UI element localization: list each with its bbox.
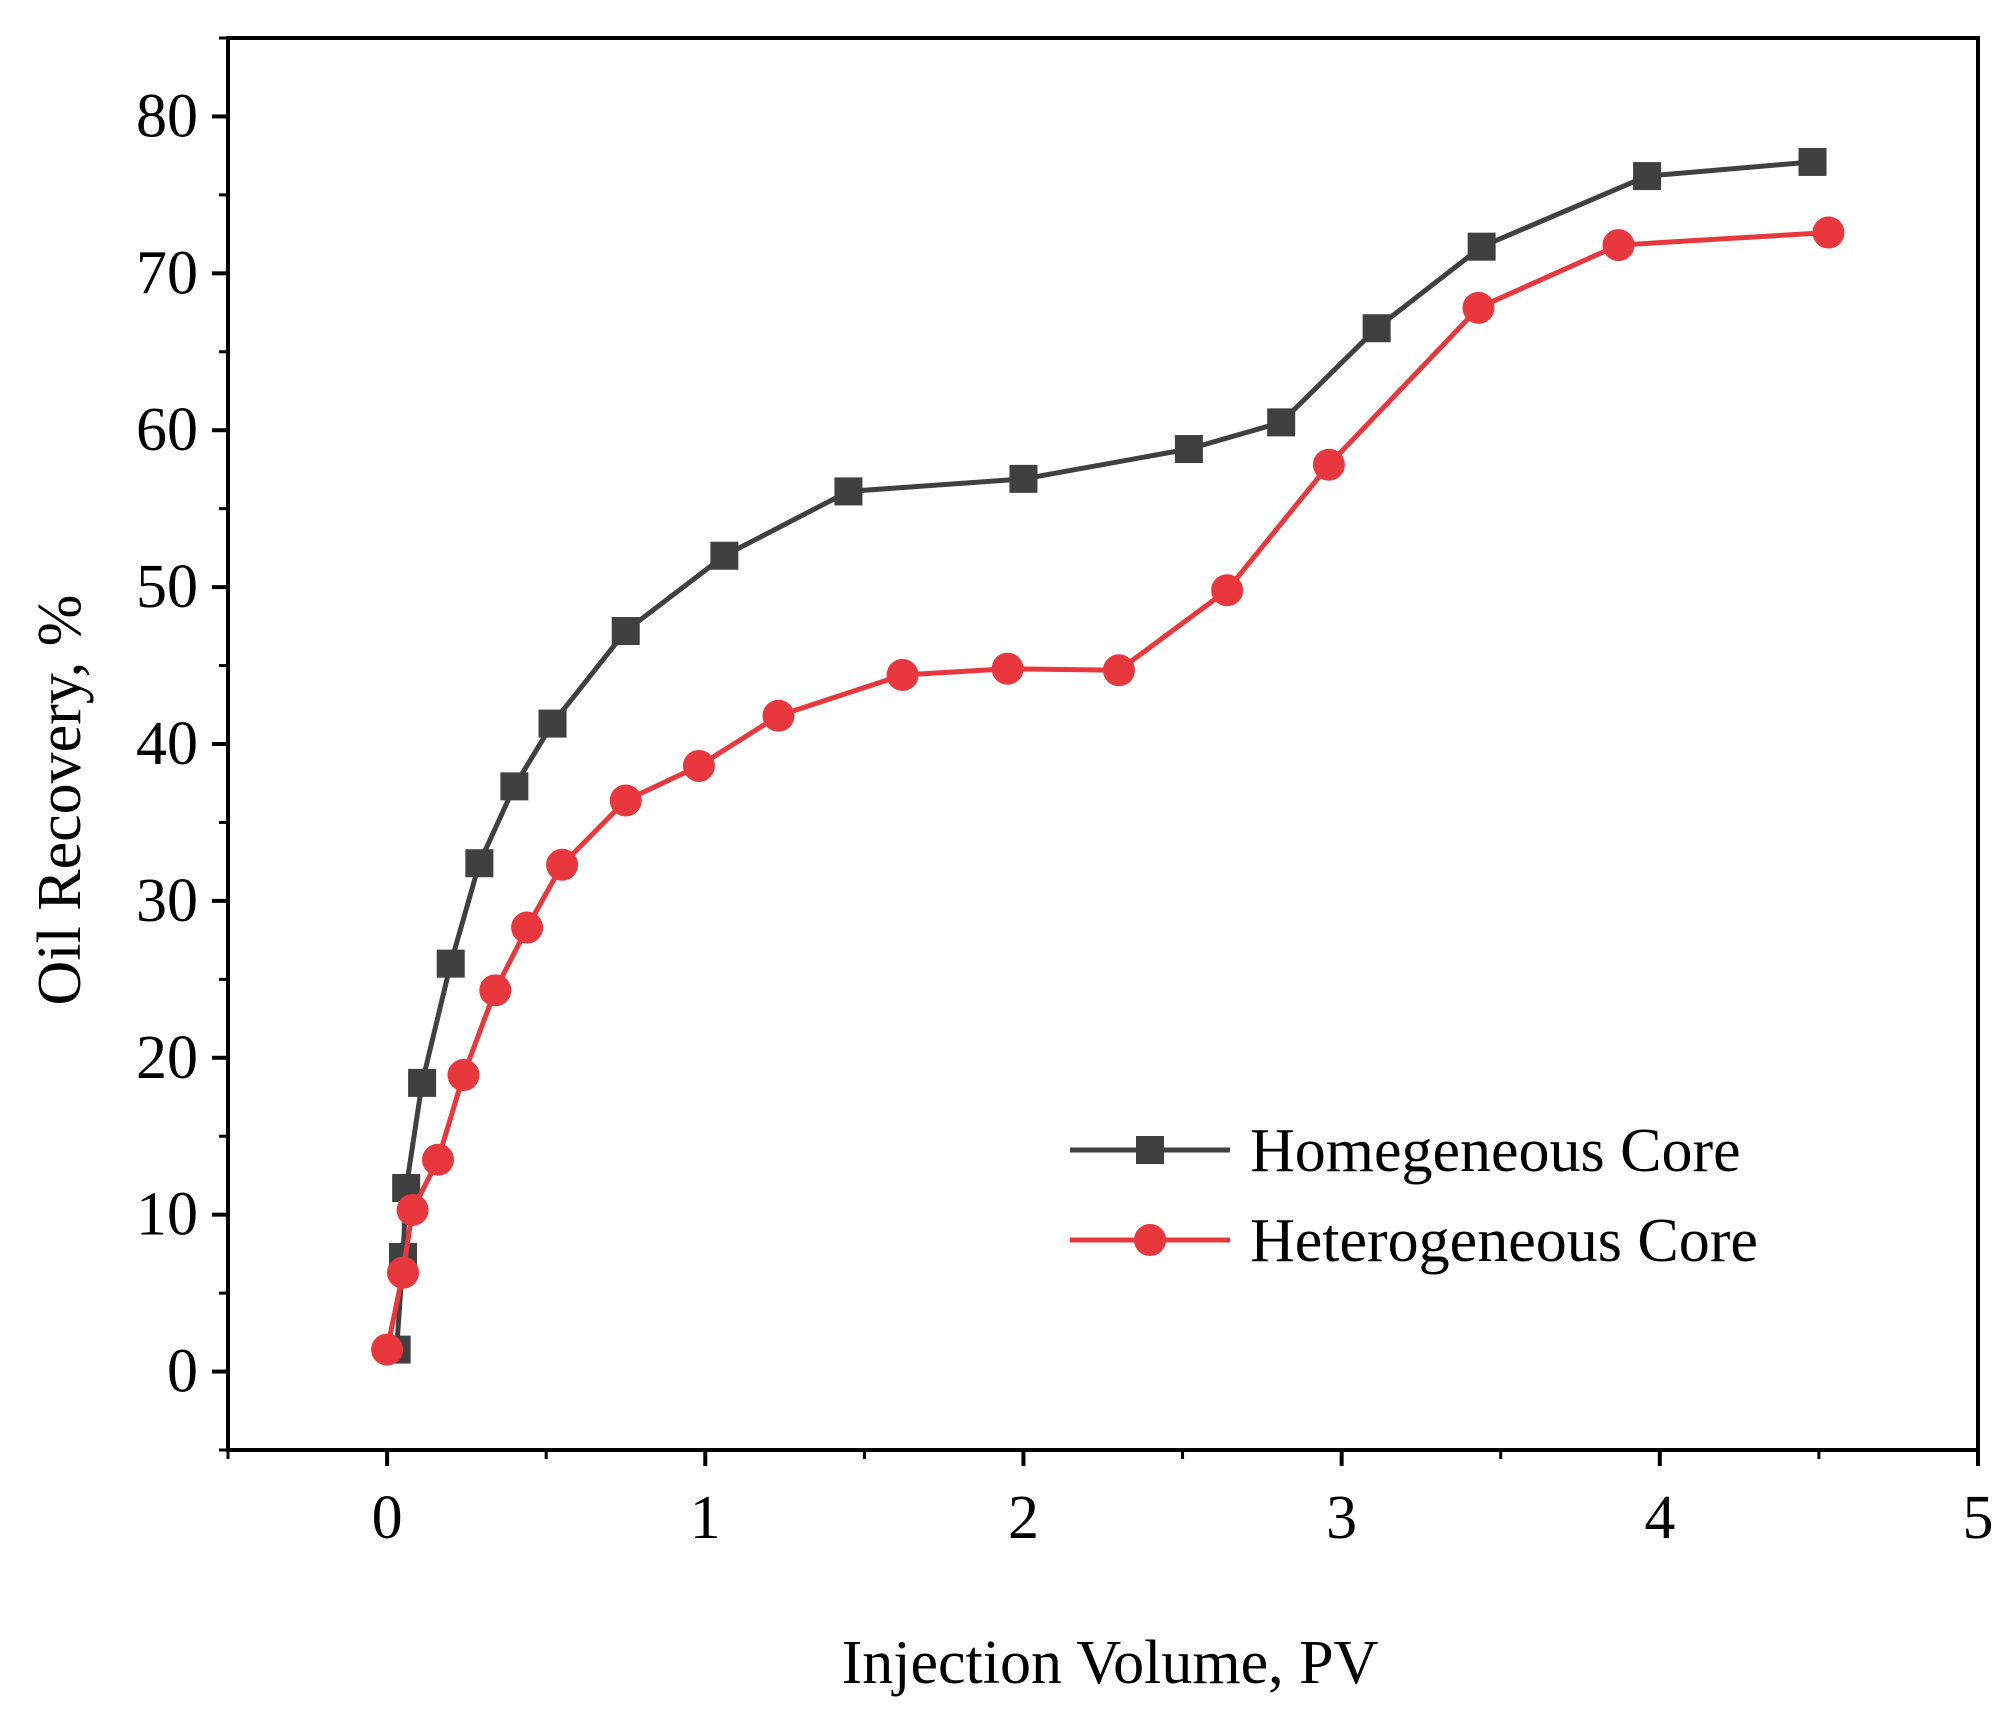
data-point-heterogeneous-core — [396, 1193, 429, 1226]
data-point-heterogeneous-core — [511, 911, 544, 944]
data-point-heterogeneous-core — [1812, 216, 1845, 249]
data-point-heterogeneous-core — [1102, 654, 1135, 687]
data-point-heterogeneous-core — [546, 848, 579, 881]
legend-marker — [1136, 1136, 1164, 1164]
data-point-homegeneous-core — [500, 772, 529, 801]
data-point-heterogeneous-core — [371, 1333, 404, 1366]
data-point-homegeneous-core — [1174, 435, 1203, 464]
data-point-heterogeneous-core — [609, 784, 642, 817]
data-point-heterogeneous-core — [1312, 448, 1345, 481]
y-tick-label: 70 — [136, 239, 198, 307]
data-point-homegeneous-core — [1633, 162, 1662, 191]
x-tick-label: 3 — [1326, 1484, 1357, 1552]
legend-marker — [1134, 1224, 1166, 1256]
data-point-heterogeneous-core — [991, 652, 1024, 685]
data-point-homegeneous-core — [465, 849, 494, 878]
data-point-heterogeneous-core — [387, 1256, 419, 1289]
data-point-heterogeneous-core — [1211, 574, 1244, 607]
x-tick-label: 0 — [372, 1484, 403, 1552]
data-point-heterogeneous-core — [682, 749, 715, 782]
data-point-homegeneous-core — [1267, 408, 1296, 437]
series-line-homegeneous-core — [394, 159, 1813, 1350]
y-tick-label: 40 — [136, 710, 198, 778]
data-point-homegeneous-core — [1467, 232, 1496, 261]
data-point-homegeneous-core — [1362, 314, 1391, 343]
legend-label: Heterogeneous Core — [1250, 1207, 1758, 1275]
data-point-homegeneous-core — [436, 949, 465, 978]
legend-label: Homegeneous Core — [1250, 1117, 1741, 1185]
x-tick-label: 4 — [1644, 1484, 1675, 1552]
series-heterogeneous-core — [371, 216, 1845, 1366]
y-tick-label: 10 — [136, 1181, 198, 1249]
data-point-homegeneous-core — [1009, 464, 1038, 493]
legend-item-heterogeneous-core: Heterogeneous Core — [1070, 1207, 1758, 1275]
legend: Homegeneous Core Heterogeneous Core — [1070, 1117, 1758, 1275]
data-point-heterogeneous-core — [886, 658, 919, 691]
data-point-heterogeneous-core — [447, 1059, 480, 1092]
data-point-homegeneous-core — [834, 477, 863, 506]
series-layer — [371, 147, 1845, 1366]
y-tick-label: 0 — [167, 1338, 198, 1406]
y-axis-title: Oil Recovery, % — [26, 595, 94, 1006]
data-point-homegeneous-core — [1798, 147, 1827, 176]
y-tick-label: 20 — [136, 1024, 198, 1092]
x-tick-label: 5 — [1963, 1484, 1994, 1552]
data-point-heterogeneous-core — [762, 699, 795, 732]
y-tick-label: 80 — [136, 82, 198, 150]
data-point-heterogeneous-core — [1462, 291, 1495, 324]
data-point-homegeneous-core — [710, 541, 739, 570]
y-tick-label: 60 — [136, 396, 198, 464]
x-axis-title: Injection Volume, PV — [842, 1629, 1379, 1697]
data-point-homegeneous-core — [611, 617, 640, 646]
y-tick-label: 50 — [136, 553, 198, 621]
data-point-heterogeneous-core — [422, 1143, 454, 1176]
data-point-heterogeneous-core — [479, 974, 512, 1007]
legend-item-homegeneous-core: Homegeneous Core — [1070, 1117, 1741, 1185]
data-point-homegeneous-core — [408, 1068, 437, 1097]
data-point-homegeneous-core — [538, 709, 567, 738]
x-tick-label: 1 — [690, 1484, 721, 1552]
y-tick-label: 30 — [136, 867, 198, 935]
data-point-heterogeneous-core — [1602, 229, 1635, 262]
x-tick-label: 2 — [1008, 1484, 1039, 1552]
